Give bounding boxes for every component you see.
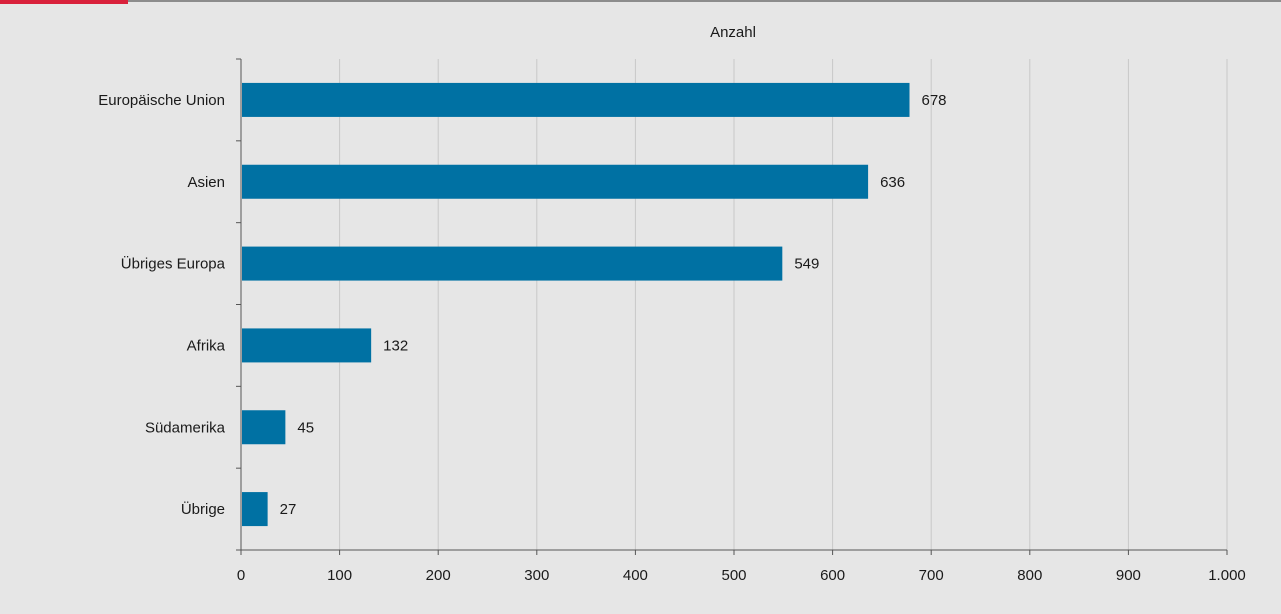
category-label: Europäische Union xyxy=(98,92,225,109)
x-tick-label: 400 xyxy=(623,567,648,584)
category-label: Übriges Europa xyxy=(121,255,226,273)
top-rule xyxy=(0,0,1281,2)
gridlines xyxy=(339,59,1228,550)
ticks: 0 100 200 300 400 500 600 700 800 900 1.000 xyxy=(236,58,1246,584)
x-tick-label: 300 xyxy=(524,567,549,584)
bar xyxy=(242,164,869,199)
bar xyxy=(242,82,910,117)
category-labels: Europäische Union Asien Übriges Europa Afri… xyxy=(98,92,225,518)
x-axis-title: Anzahl xyxy=(710,24,756,41)
x-tick-label: 800 xyxy=(1017,567,1042,584)
category-label: Südamerika xyxy=(145,419,226,436)
bars xyxy=(242,82,910,527)
value-label: 678 xyxy=(922,92,947,109)
value-label: 27 xyxy=(280,501,297,518)
bar xyxy=(242,492,268,527)
x-tick-label: 700 xyxy=(919,567,944,584)
value-label: 45 xyxy=(297,419,314,436)
bar xyxy=(242,328,372,363)
value-label: 636 xyxy=(880,174,905,191)
x-tick-label: 100 xyxy=(327,567,352,584)
x-tick-label: 600 xyxy=(820,567,845,584)
accent-mark xyxy=(0,0,128,4)
bar xyxy=(242,246,783,281)
x-tick-label: 0 xyxy=(237,567,245,584)
x-tick-label: 500 xyxy=(721,567,746,584)
value-label: 549 xyxy=(794,256,819,273)
x-tick-label: 900 xyxy=(1116,567,1141,584)
category-label: Asien xyxy=(187,174,225,191)
value-labels: 678 636 549 132 45 27 xyxy=(280,92,947,518)
bar xyxy=(242,410,286,445)
x-tick-label: 1.000 xyxy=(1208,567,1246,584)
category-label: Afrika xyxy=(187,337,226,354)
x-tick-label: 200 xyxy=(426,567,451,584)
category-label: Übrige xyxy=(181,500,225,518)
value-label: 132 xyxy=(383,337,408,354)
